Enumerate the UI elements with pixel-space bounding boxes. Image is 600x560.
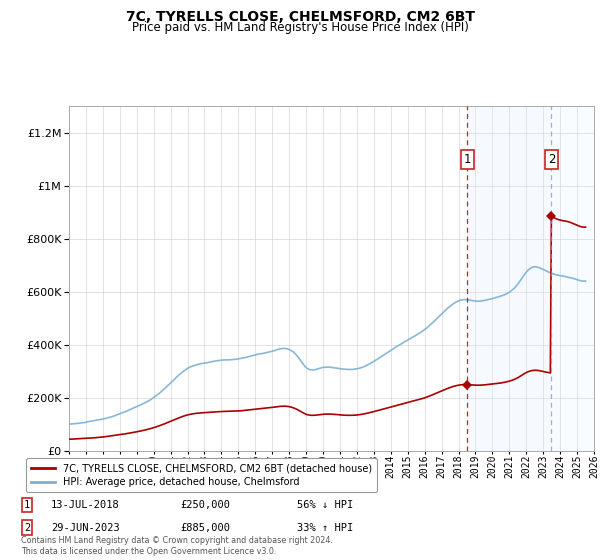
Bar <box>551 106 594 451</box>
Bar <box>551 106 594 451</box>
Text: 56% ↓ HPI: 56% ↓ HPI <box>297 500 353 510</box>
Text: 1: 1 <box>464 153 471 166</box>
Text: 13-JUL-2018: 13-JUL-2018 <box>51 500 120 510</box>
Text: Contains HM Land Registry data © Crown copyright and database right 2024.
This d: Contains HM Land Registry data © Crown c… <box>21 536 333 556</box>
Text: £250,000: £250,000 <box>180 500 230 510</box>
Bar <box>467 106 551 451</box>
Text: Price paid vs. HM Land Registry's House Price Index (HPI): Price paid vs. HM Land Registry's House … <box>131 21 469 34</box>
Text: 1: 1 <box>24 500 30 510</box>
Legend: 7C, TYRELLS CLOSE, CHELMSFORD, CM2 6BT (detached house), HPI: Average price, det: 7C, TYRELLS CLOSE, CHELMSFORD, CM2 6BT (… <box>26 459 377 492</box>
Text: 7C, TYRELLS CLOSE, CHELMSFORD, CM2 6BT: 7C, TYRELLS CLOSE, CHELMSFORD, CM2 6BT <box>125 10 475 24</box>
Text: 2: 2 <box>24 522 30 533</box>
Text: 29-JUN-2023: 29-JUN-2023 <box>51 522 120 533</box>
Text: 33% ↑ HPI: 33% ↑ HPI <box>297 522 353 533</box>
Text: £885,000: £885,000 <box>180 522 230 533</box>
Text: 2: 2 <box>548 153 555 166</box>
